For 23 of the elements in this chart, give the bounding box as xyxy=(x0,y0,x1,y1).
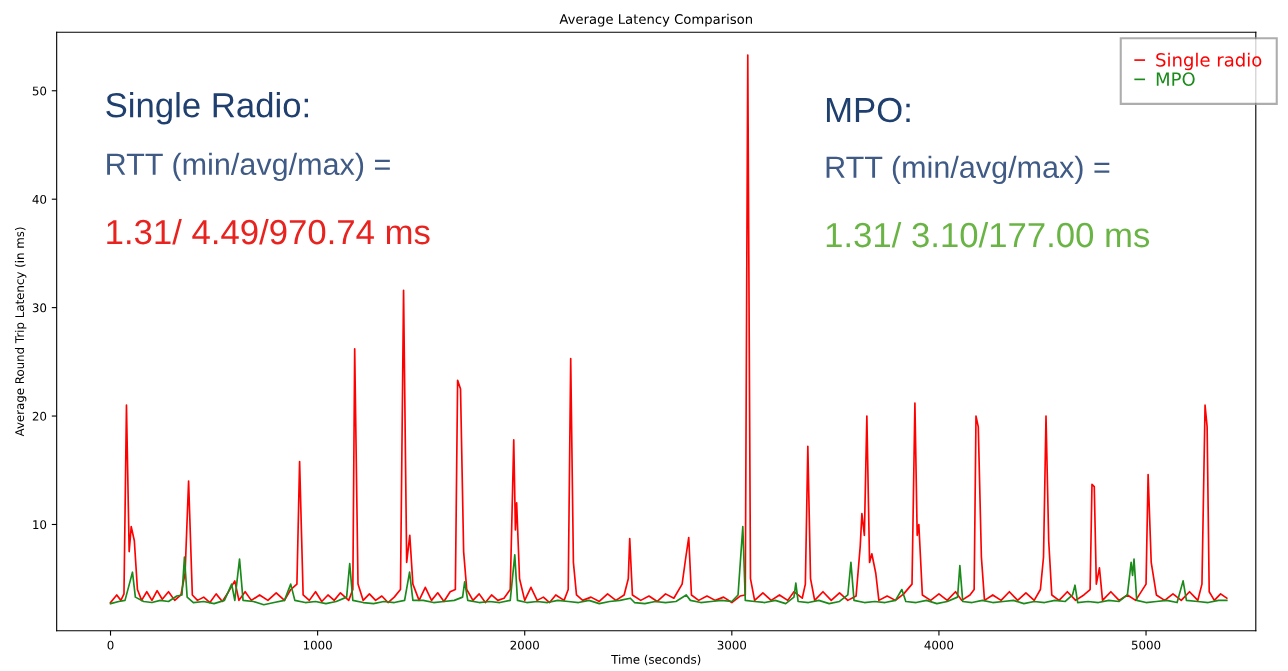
annotation: 1.31/ 4.49/970.74 ms xyxy=(107,218,430,245)
legend-label: MPO xyxy=(1156,72,1195,86)
line-series xyxy=(109,525,1228,606)
y-axis-title: Average Round Trip Latency (in ms) xyxy=(14,227,27,437)
y-tick-label: 10 xyxy=(33,520,47,530)
annotation: MPO: xyxy=(826,97,910,123)
y-tick-label: 30 xyxy=(32,303,47,313)
annotation: 1.31/ 3.10/177.00 ms xyxy=(826,221,1150,248)
annotation: Single Radio: xyxy=(106,92,308,125)
x-axis-title: Time (seconds) xyxy=(611,654,701,666)
legend-label: Single radio xyxy=(1156,52,1262,71)
x-tick-label: 0 xyxy=(107,640,114,650)
x-tick-label: 3000 xyxy=(717,640,747,650)
x-tick-label: 5000 xyxy=(1131,640,1161,650)
x-tick-label: 2000 xyxy=(510,640,539,650)
x-tick-label: 4000 xyxy=(924,640,954,650)
x-tick-label: 1000 xyxy=(303,640,332,650)
y-tick-label: 40 xyxy=(32,194,47,204)
annotation: RTT (min/avg/max) = xyxy=(107,152,390,182)
chart-title: Average Latency Comparison xyxy=(559,13,752,27)
y-tick-label: 20 xyxy=(32,411,47,421)
annotation: RTT (min/avg/max) = xyxy=(826,155,1110,185)
y-tick-label: 50 xyxy=(32,86,47,96)
